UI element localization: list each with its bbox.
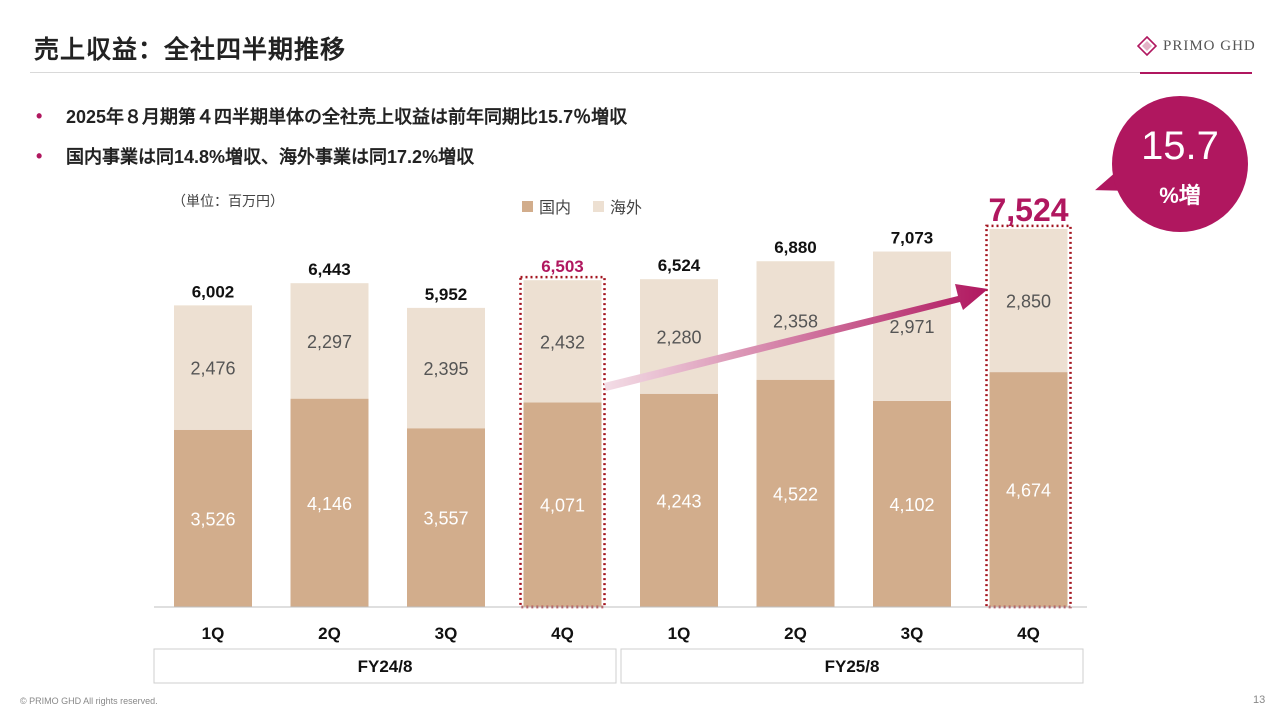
bar-label-overseas: 2,280 — [656, 327, 701, 347]
growth-badge: 15.7 %増 — [1112, 96, 1248, 232]
bar-label-overseas: 2,850 — [1006, 291, 1051, 311]
bar-label-domestic: 4,522 — [773, 484, 818, 504]
fiscal-year-box — [620, 648, 1084, 684]
bar-label-overseas: 2,476 — [190, 359, 235, 379]
x-tick-label: 1Q — [202, 624, 225, 643]
bar-total-label: 5,952 — [425, 285, 468, 304]
fiscal-year-label: FY25/8 — [825, 657, 880, 676]
logo-diamond-icon — [1137, 36, 1157, 56]
bar-domestic — [640, 393, 718, 607]
title-divider — [30, 72, 1252, 73]
x-tick-label: 3Q — [901, 624, 924, 643]
bar-domestic — [290, 398, 369, 607]
bar-total-label: 6,524 — [658, 256, 701, 275]
bar-overseas — [523, 280, 602, 403]
bar-overseas — [290, 283, 369, 399]
unit-label: （単位：百万円） — [172, 193, 284, 209]
legend-swatch-domestic — [522, 200, 533, 212]
bar-overseas — [407, 307, 485, 429]
bar-label-overseas: 2,971 — [889, 317, 934, 337]
bar-domestic — [523, 402, 602, 607]
page-title: 売上収益：全社四半期推移 — [34, 36, 347, 64]
bar-total-label: 6,443 — [308, 260, 351, 279]
growth-badge-value: 15.7 — [1141, 124, 1219, 168]
chart-legend: 国内 海外 — [522, 194, 642, 218]
x-tick-label: 1Q — [668, 624, 691, 643]
bullet-list: • 2025年８月期第４四半期単体の全社売上収益は前年同期比15.7％増収 • … — [36, 96, 627, 176]
copyright-text: © PRIMO GHD All rights reserved. — [20, 696, 158, 706]
bar-overseas — [756, 261, 835, 380]
legend-label-overseas: 海外 — [610, 200, 643, 217]
bar-label-domestic: 4,071 — [540, 496, 585, 516]
trend-arrow — [604, 284, 988, 391]
fiscal-year-label: FY24/8 — [358, 657, 413, 676]
x-tick-label: 2Q — [784, 624, 807, 643]
x-tick-label: 3Q — [435, 624, 458, 643]
bullet-text: 2025年８月期第４四半期単体の全社売上収益は前年同期比15.7％増収 — [66, 107, 628, 127]
bar-total-label: 6,002 — [192, 282, 235, 301]
bar-label-domestic: 3,557 — [423, 509, 468, 529]
bar-label-overseas: 2,297 — [307, 332, 352, 352]
bar-total-label: 7,073 — [891, 229, 934, 248]
bar-label-overseas: 2,395 — [423, 359, 468, 379]
bullet-dot-icon: • — [36, 105, 43, 126]
bar-overseas — [873, 251, 951, 401]
x-tick-label: 4Q — [1017, 624, 1040, 643]
bar-label-domestic: 4,674 — [1006, 481, 1051, 501]
bar-label-overseas: 2,432 — [540, 332, 585, 352]
bar-domestic — [174, 429, 252, 607]
bar-label-domestic: 4,146 — [307, 494, 352, 514]
bar-domestic — [989, 372, 1068, 607]
bar-overseas — [989, 228, 1068, 373]
bar-domestic — [756, 379, 835, 607]
logo-text: PRIMO GHD — [1163, 37, 1256, 54]
bar-label-domestic: 4,102 — [889, 495, 934, 515]
bullet-item: • 2025年８月期第４四半期単体の全社売上収益は前年同期比15.7％増収 — [36, 96, 627, 136]
legend-item-domestic: 国内 — [522, 194, 571, 218]
bar-domestic — [407, 428, 485, 607]
bar-label-domestic: 4,243 — [656, 491, 701, 511]
bar-total-label: 7,524 — [988, 192, 1068, 228]
legend-label-domestic: 国内 — [539, 200, 572, 217]
growth-badge-unit: %増 — [1159, 183, 1201, 208]
fiscal-year-box — [153, 648, 617, 684]
x-tick-label: 4Q — [551, 624, 574, 643]
bar-label-domestic: 3,526 — [190, 509, 235, 529]
x-tick-label: 2Q — [318, 624, 341, 643]
logo-underline — [1140, 72, 1252, 74]
company-logo: PRIMO GHD — [1137, 36, 1256, 56]
bullet-dot-icon: • — [36, 145, 43, 166]
bullet-item: • 国内事業は同14.8%増収、海外事業は同17.2%増収 — [36, 136, 627, 176]
legend-item-overseas: 海外 — [593, 194, 642, 218]
highlight-box — [985, 224, 1072, 609]
legend-swatch-overseas — [593, 200, 605, 212]
bar-overseas — [174, 305, 252, 430]
page-number: 13 — [1253, 694, 1266, 706]
bar-domestic — [873, 400, 951, 607]
bar-total-label: 6,503 — [541, 257, 584, 276]
bullet-text: 国内事業は同14.8%増収、海外事業は同17.2%増収 — [66, 147, 475, 167]
bar-total-label: 6,880 — [774, 238, 817, 257]
bar-label-overseas: 2,358 — [773, 311, 818, 331]
